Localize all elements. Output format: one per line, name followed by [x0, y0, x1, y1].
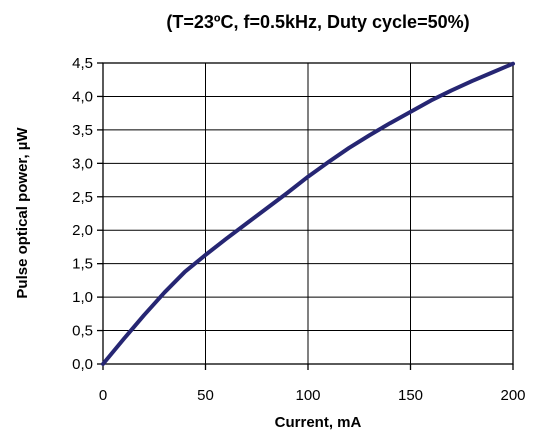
y-tick-label: 1,0 — [72, 289, 93, 306]
chart-title: (T=23ºC, f=0.5kHz, Duty cycle=50%) — [166, 12, 469, 32]
y-axis: 0,0 0,5 1,0 1,5 2,0 2,5 3,0 3,5 4,0 4,5 — [72, 55, 103, 373]
y-axis-label: Pulse optical power, µW — [14, 127, 31, 299]
series-line — [101, 61, 515, 366]
y-tick-label: 3,5 — [72, 122, 93, 139]
y-tick-label: 2,0 — [72, 222, 93, 239]
y-tick-label: 0,5 — [72, 323, 93, 340]
y-tick-label: 3,0 — [72, 155, 93, 172]
y-tick-label: 2,5 — [72, 189, 93, 206]
grid — [103, 63, 513, 364]
y-tick-label: 1,5 — [72, 256, 93, 273]
x-tick-label: 200 — [500, 387, 525, 404]
y-tick-label: 0,0 — [72, 356, 93, 373]
y-tick-label: 4,0 — [72, 88, 93, 105]
x-tick-label: 100 — [295, 387, 320, 404]
x-tick-label: 0 — [99, 387, 107, 404]
x-tick-label: 150 — [398, 387, 423, 404]
x-tick-label: 50 — [197, 387, 214, 404]
x-axis-label: Current, mA — [275, 414, 362, 431]
y-tick-label: 4,5 — [72, 55, 93, 72]
x-axis: 0 50 100 150 200 — [99, 364, 526, 404]
